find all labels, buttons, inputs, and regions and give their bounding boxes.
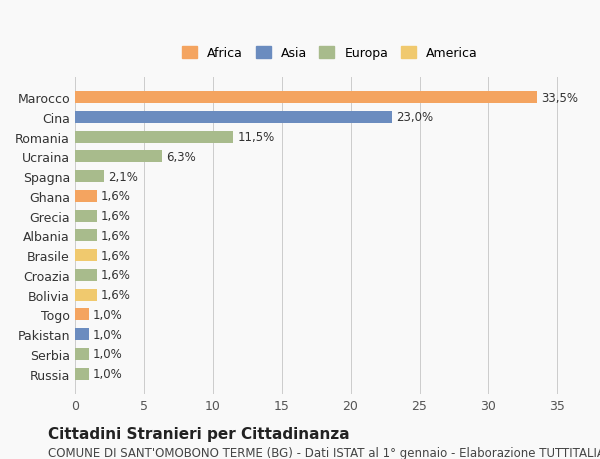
Text: 33,5%: 33,5% (541, 91, 578, 104)
Bar (75, 190, 97, 202)
Text: 23,0%: 23,0% (396, 111, 433, 124)
Bar (75, 289, 97, 301)
Text: 1,0%: 1,0% (92, 308, 122, 321)
Text: 1,6%: 1,6% (101, 190, 131, 203)
Bar (75, 368, 89, 380)
Bar (75, 171, 104, 183)
Text: Cittadini Stranieri per Cittadinanza: Cittadini Stranieri per Cittadinanza (48, 425, 350, 441)
Text: COMUNE DI SANT'OMOBONO TERME (BG) - Dati ISTAT al 1° gennaio - Elaborazione TUTT: COMUNE DI SANT'OMOBONO TERME (BG) - Dati… (48, 446, 600, 459)
Text: 1,0%: 1,0% (92, 328, 122, 341)
Text: 11,5%: 11,5% (238, 131, 275, 144)
Text: 1,6%: 1,6% (101, 288, 131, 302)
Text: 1,0%: 1,0% (92, 347, 122, 361)
Text: 1,0%: 1,0% (92, 367, 122, 380)
Bar (75, 230, 97, 242)
Bar (75, 250, 97, 262)
Bar (75, 210, 97, 222)
Text: 6,3%: 6,3% (166, 151, 196, 163)
Bar (75, 92, 537, 104)
Bar (75, 309, 89, 320)
Text: 1,6%: 1,6% (101, 269, 131, 282)
Bar (75, 348, 89, 360)
Legend: Africa, Asia, Europa, America: Africa, Asia, Europa, America (178, 43, 481, 64)
Bar (75, 269, 97, 281)
Text: 1,6%: 1,6% (101, 230, 131, 242)
Text: 1,6%: 1,6% (101, 249, 131, 262)
Bar (75, 329, 89, 340)
Bar (75, 151, 161, 163)
Text: 2,1%: 2,1% (108, 170, 138, 183)
Bar (75, 131, 233, 143)
Bar (75, 112, 392, 123)
Text: 1,6%: 1,6% (101, 210, 131, 223)
